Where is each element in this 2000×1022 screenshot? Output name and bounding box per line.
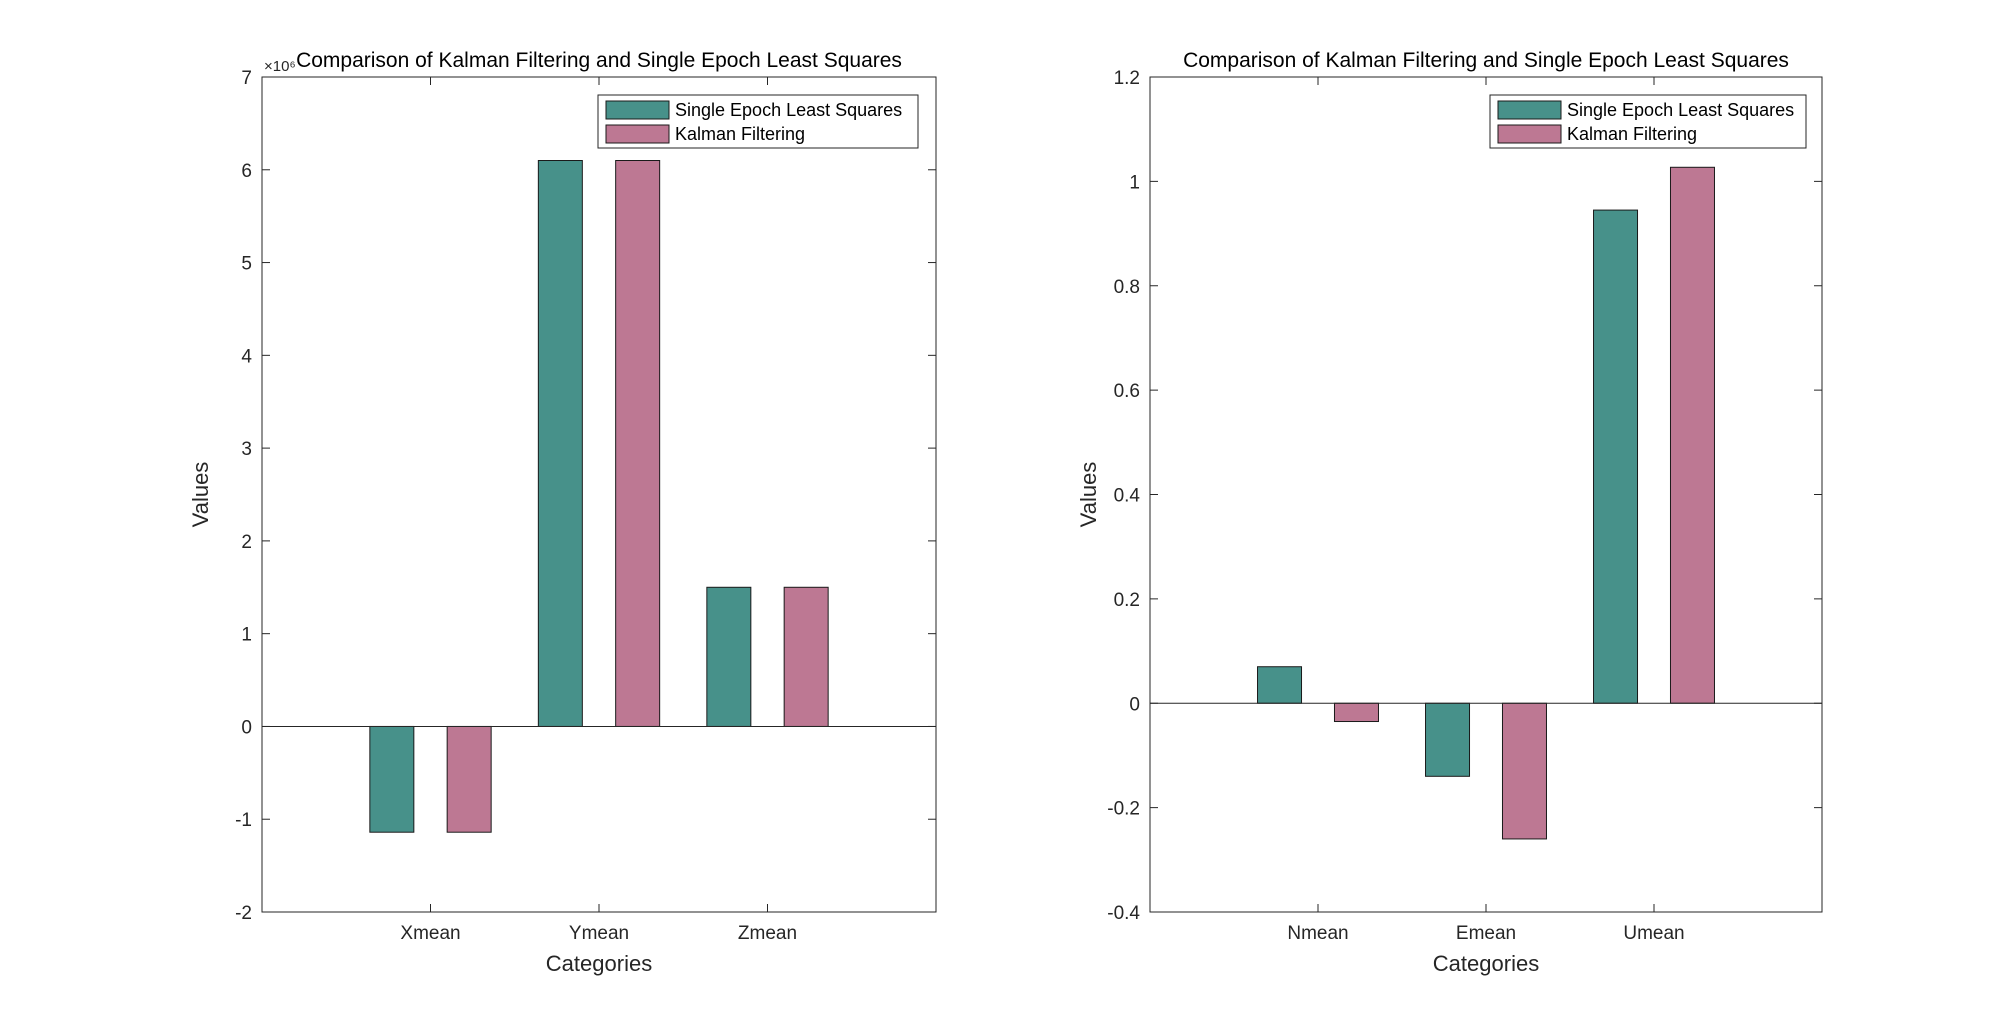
y-tick-label: 7 [241,68,252,89]
chart-1: -2 -1 0 1 2 3 4 5 6 7 Xmean Ymean Zmean ×10⁶ Compariso… [188,49,937,976]
x-tick-label: Emean [1456,923,1516,944]
bar-xmean-series-1 [369,725,415,833]
bar-umean-series-2 [1669,166,1715,704]
bar-nmean-series-1 [1257,666,1303,704]
y-exponent-label: ×10⁶ [264,58,296,75]
bar-xmean-series-2 [446,725,492,833]
chart-title: Comparison of Kalman Filtering and Singl… [296,49,902,72]
legend: Single Epoch Least Squares Kalman Filteri… [1489,94,1807,149]
y-tick-label: 2 [241,532,252,553]
y-tick-label: 5 [241,254,252,275]
y-tick-label: 1.2 [1114,68,1140,89]
y-axis-label: Values [188,462,213,528]
y-tick-label: 1 [241,625,252,646]
y-axis-label: Values [1076,462,1101,528]
y-tick-label: 0.2 [1114,590,1140,611]
y-tick-label: 0.8 [1114,277,1140,298]
bar-ymean-series-2 [615,160,661,727]
x-tick-label: Ymean [569,923,629,944]
legend-swatch-series-1 [605,100,670,120]
legend-swatch-series-2 [605,124,670,144]
y-tick-label: 0.6 [1114,381,1140,402]
legend-label-series-2: Kalman Filtering [1567,124,1697,144]
x-tick-label: Xmean [400,923,460,944]
y-tick-label: 4 [241,346,252,367]
plot-area [261,76,937,913]
x-axis-label: Categories [1433,951,1539,976]
bar-emean-series-1 [1425,702,1471,777]
bar-nmean-series-2 [1333,702,1379,723]
x-tick-label: Zmean [738,923,797,944]
legend: Single Epoch Least Squares Kalman Filteri… [597,94,919,149]
legend-label-series-1: Single Epoch Least Squares [675,100,902,120]
y-tick-label: 3 [241,439,252,460]
x-axis-label: Categories [546,951,652,976]
y-tick-label: 0.4 [1114,486,1141,507]
y-tick-label: 0 [1129,694,1140,715]
y-tick-label: -2 [235,903,252,924]
bar-ymean-series-1 [537,160,583,727]
chart-title: Comparison of Kalman Filtering and Singl… [1183,49,1789,72]
legend-swatch-series-2 [1497,124,1562,144]
legend-label-series-2: Kalman Filtering [675,124,805,144]
y-tick-label: 1 [1129,172,1140,193]
y-tick-label: -0.2 [1107,799,1140,820]
y-tick-label: 0 [241,717,252,738]
bar-emean-series-2 [1501,702,1547,840]
plot-area [1149,76,1823,913]
bar-umean-series-1 [1593,209,1639,704]
legend-swatch-series-1 [1497,100,1562,120]
x-tick-label: Nmean [1287,923,1348,944]
chart-2: -0.4 -0.2 0 0.2 0.4 0.6 0.8 1 1.2 Nmean Emean Umean… [1076,49,1823,976]
bar-zmean-series-1 [706,586,752,727]
y-tick-label: -1 [235,810,252,831]
y-tick-label: -0.4 [1107,903,1140,924]
legend-label-series-1: Single Epoch Least Squares [1567,100,1794,120]
bar-zmean-series-2 [783,586,829,727]
x-tick-label: Umean [1623,923,1684,944]
y-tick-label: 6 [241,161,252,182]
